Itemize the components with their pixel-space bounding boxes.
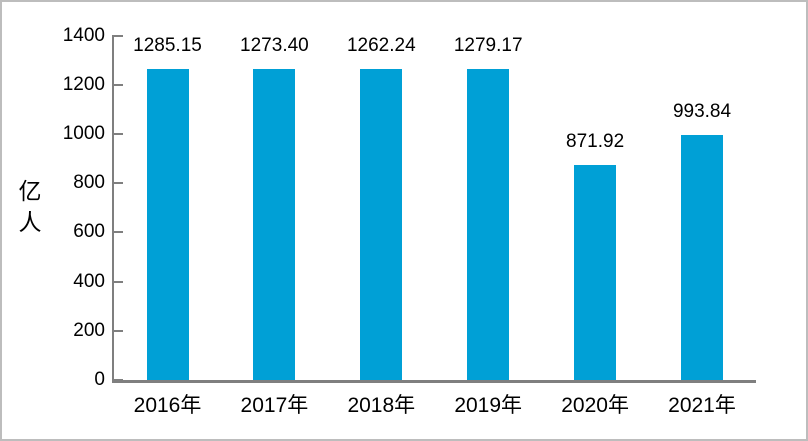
y-axis-tick-label: 200 [73,319,105,341]
y-axis-tick-mark [114,329,123,332]
bar-column: 993.84 [649,35,756,380]
bar [467,69,510,380]
y-axis-tick-label: 0 [94,369,105,390]
bar-value-label: 1262.24 [346,35,416,57]
y-axis-tick-mark [114,132,123,135]
bar [681,135,723,380]
x-axis-label: 2019年 [454,394,523,417]
y-axis-tick-mark [114,182,123,185]
bar-value-label: 871.92 [566,131,625,153]
bar-column: 871.92 [542,35,649,380]
bar [146,69,189,380]
x-axis-label: 2020年 [561,394,629,417]
bar-value-label: 993.84 [672,101,732,123]
x-axis-line [112,380,756,383]
y-axis-tick-label: 1400 [62,24,105,46]
bar-value-label: 1279.17 [453,35,523,56]
y-axis-tick-label: 800 [73,172,105,194]
bar-column: 1279.17 [435,35,542,380]
bar [253,69,296,380]
y-axis-tick-label: 400 [73,270,105,292]
y-axis-tick-mark [114,280,123,283]
bar-value-label: 1273.40 [240,35,309,56]
y-axis-tick-label: 1000 [62,122,105,144]
y-axis-tick-mark [114,34,123,37]
y-axis-title: 亿人 [18,178,42,235]
x-axis-label: 2016年 [133,394,202,417]
y-axis-tick-label: 1200 [62,73,105,95]
x-axis-label: 2018年 [347,394,416,417]
y-axis-tick-mark [114,83,123,86]
y-axis-tick-mark [114,231,123,234]
y-axis-line [112,35,114,383]
y-axis-tick-label: 600 [73,221,105,243]
bar [574,165,617,380]
bar-value-label: 1285.15 [133,35,202,56]
y-axis-tick-mark [114,379,123,381]
bar [360,69,403,380]
x-axis-label: 2021年 [668,394,736,417]
x-axis-label: 2017年 [240,394,309,417]
bar-column: 1262.24 [328,35,435,380]
bar-column: 1273.40 [221,35,328,380]
bar-column: 1285.15 [114,35,221,380]
